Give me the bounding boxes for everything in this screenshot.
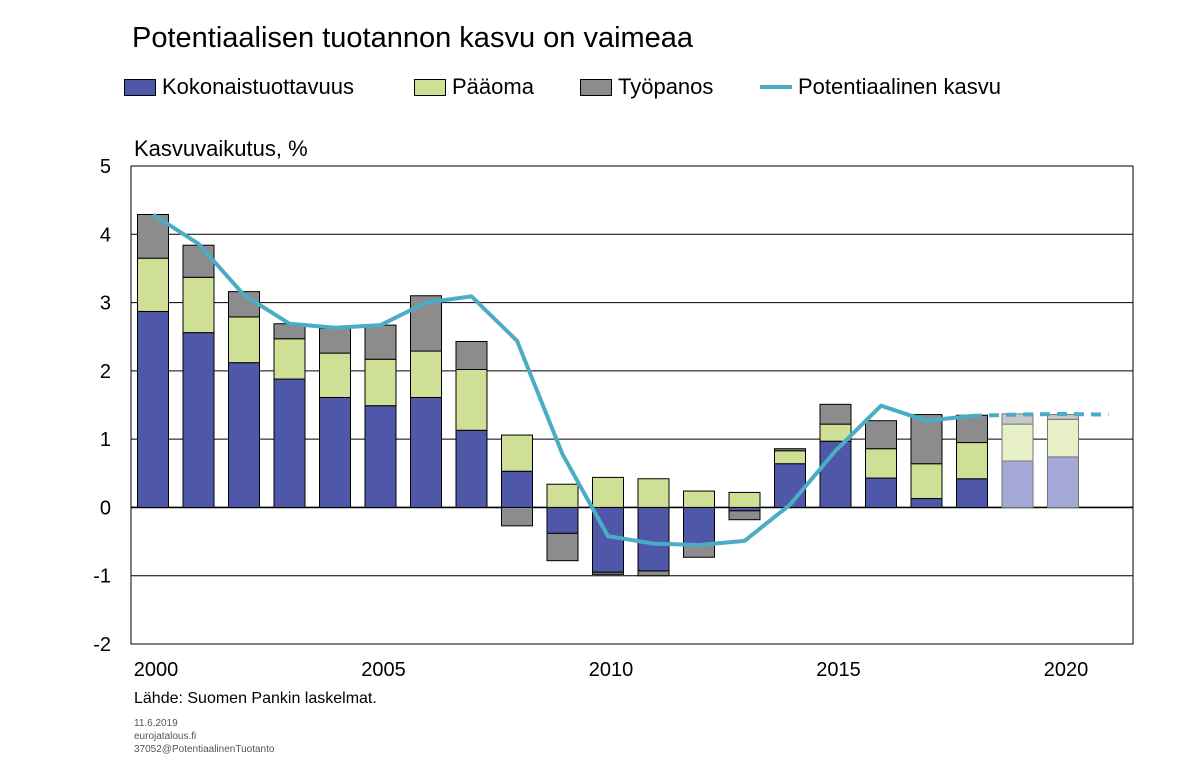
bar-capital (319, 352, 351, 398)
bar-labour (637, 570, 670, 577)
bar-capital (774, 450, 806, 465)
bar-capital (592, 476, 624, 508)
bar-capital (501, 434, 533, 472)
meta-code: 37052@PotentiaalinenTuotanto (134, 744, 275, 755)
bar-capital (956, 442, 988, 480)
legend-label-line: Potentiaalinen kasvu (798, 74, 1002, 99)
bar-tfp (683, 506, 715, 546)
line-potential-growth (151, 212, 973, 547)
legend-item-capital: Pääoma (414, 74, 534, 100)
bar-labour (546, 532, 579, 562)
bar-tfp (546, 506, 579, 534)
bar-tfp (728, 506, 761, 512)
bar-labour (364, 324, 397, 360)
bar-labour (1001, 413, 1034, 425)
bar-labour (319, 328, 351, 354)
bar-capital (182, 276, 215, 334)
bar-capital (228, 316, 260, 364)
bar-labour (819, 403, 852, 425)
bar-labour (501, 506, 533, 527)
bar-tfp (137, 310, 169, 508)
bar-labour (956, 414, 988, 444)
bar-tfp (501, 470, 533, 508)
bar-tfp (1047, 456, 1079, 508)
bar-capital (455, 368, 488, 431)
bar-tfp (182, 332, 215, 508)
bar-labour (455, 340, 488, 370)
bar-capital (137, 257, 169, 312)
bar-tfp (364, 405, 397, 508)
y-tick-label: 2 (100, 361, 111, 383)
bar-tfp (865, 477, 897, 508)
bar-tfp (410, 396, 442, 508)
bar-capital (910, 463, 943, 500)
y-tick-label: -1 (93, 566, 111, 588)
bar-tfp (910, 498, 943, 508)
bar-capital (865, 448, 897, 479)
y-tick-label: -2 (93, 634, 111, 656)
bar-labour (774, 448, 806, 452)
bar-tfp (1001, 460, 1034, 508)
x-tick-label: 2015 (816, 659, 861, 681)
x-tick-label: 2010 (589, 659, 634, 681)
x-tick-label: 2005 (361, 659, 406, 681)
legend-swatch-tfp (124, 78, 156, 96)
bar-tfp (774, 463, 806, 508)
bar-capital (683, 490, 715, 508)
bar-tfp (273, 378, 306, 508)
legend-label-labour: Työpanos (618, 74, 714, 99)
bar-labour (910, 414, 943, 465)
y-tick-label: 3 (100, 293, 111, 315)
y-tick-label: 5 (100, 156, 111, 178)
legend-label-capital: Pääoma (452, 74, 534, 99)
bar-labour (865, 420, 897, 450)
legend-swatch-line (760, 85, 792, 89)
y-tick-label: 1 (100, 429, 111, 451)
bar-capital (364, 358, 397, 407)
y-tick-label: 0 (100, 497, 111, 519)
source-note: Lähde: Suomen Pankin laskelmat. (134, 690, 377, 707)
legend-item-tfp: Kokonaistuottavuus (124, 74, 354, 100)
bar-capital (1001, 423, 1034, 462)
x-tick-label: 2020 (1044, 659, 1089, 681)
bar-capital (1047, 418, 1079, 458)
x-tick-label: 2000 (134, 659, 179, 681)
bar-capital (637, 478, 670, 508)
y-axis-label: Kasvuvaikutus, % (134, 136, 308, 161)
bar-tfp (455, 429, 488, 508)
legend-label-tfp: Kokonaistuottavuus (162, 74, 355, 99)
meta-site: eurojatalous.fi (134, 731, 197, 742)
plot-frame (130, 165, 1134, 645)
legend-item-labour: Työpanos (580, 74, 713, 100)
y-tick-label: 4 (100, 224, 111, 246)
bar-labour (728, 510, 761, 521)
chart-title: Potentiaalisen tuotannon kasvu on vaimea… (132, 22, 694, 54)
bar-capital (273, 338, 306, 380)
legend-item-line: Potentiaalinen kasvu (760, 74, 1001, 100)
bar-labour (592, 571, 624, 575)
bar-capital (728, 491, 761, 508)
bar-labour (410, 295, 442, 352)
bar-tfp (637, 506, 670, 572)
legend-swatch-labour (580, 78, 612, 96)
line-potential-growth-forecast (971, 411, 1109, 418)
bar-tfp (228, 362, 260, 508)
bar-tfp (956, 478, 988, 508)
bar-labour (182, 244, 215, 278)
bar-tfp (319, 396, 351, 508)
legend-swatch-capital (414, 78, 446, 96)
bar-capital (410, 350, 442, 398)
bar-capital (546, 483, 579, 508)
meta-date: 11.6.2019 (134, 718, 178, 729)
